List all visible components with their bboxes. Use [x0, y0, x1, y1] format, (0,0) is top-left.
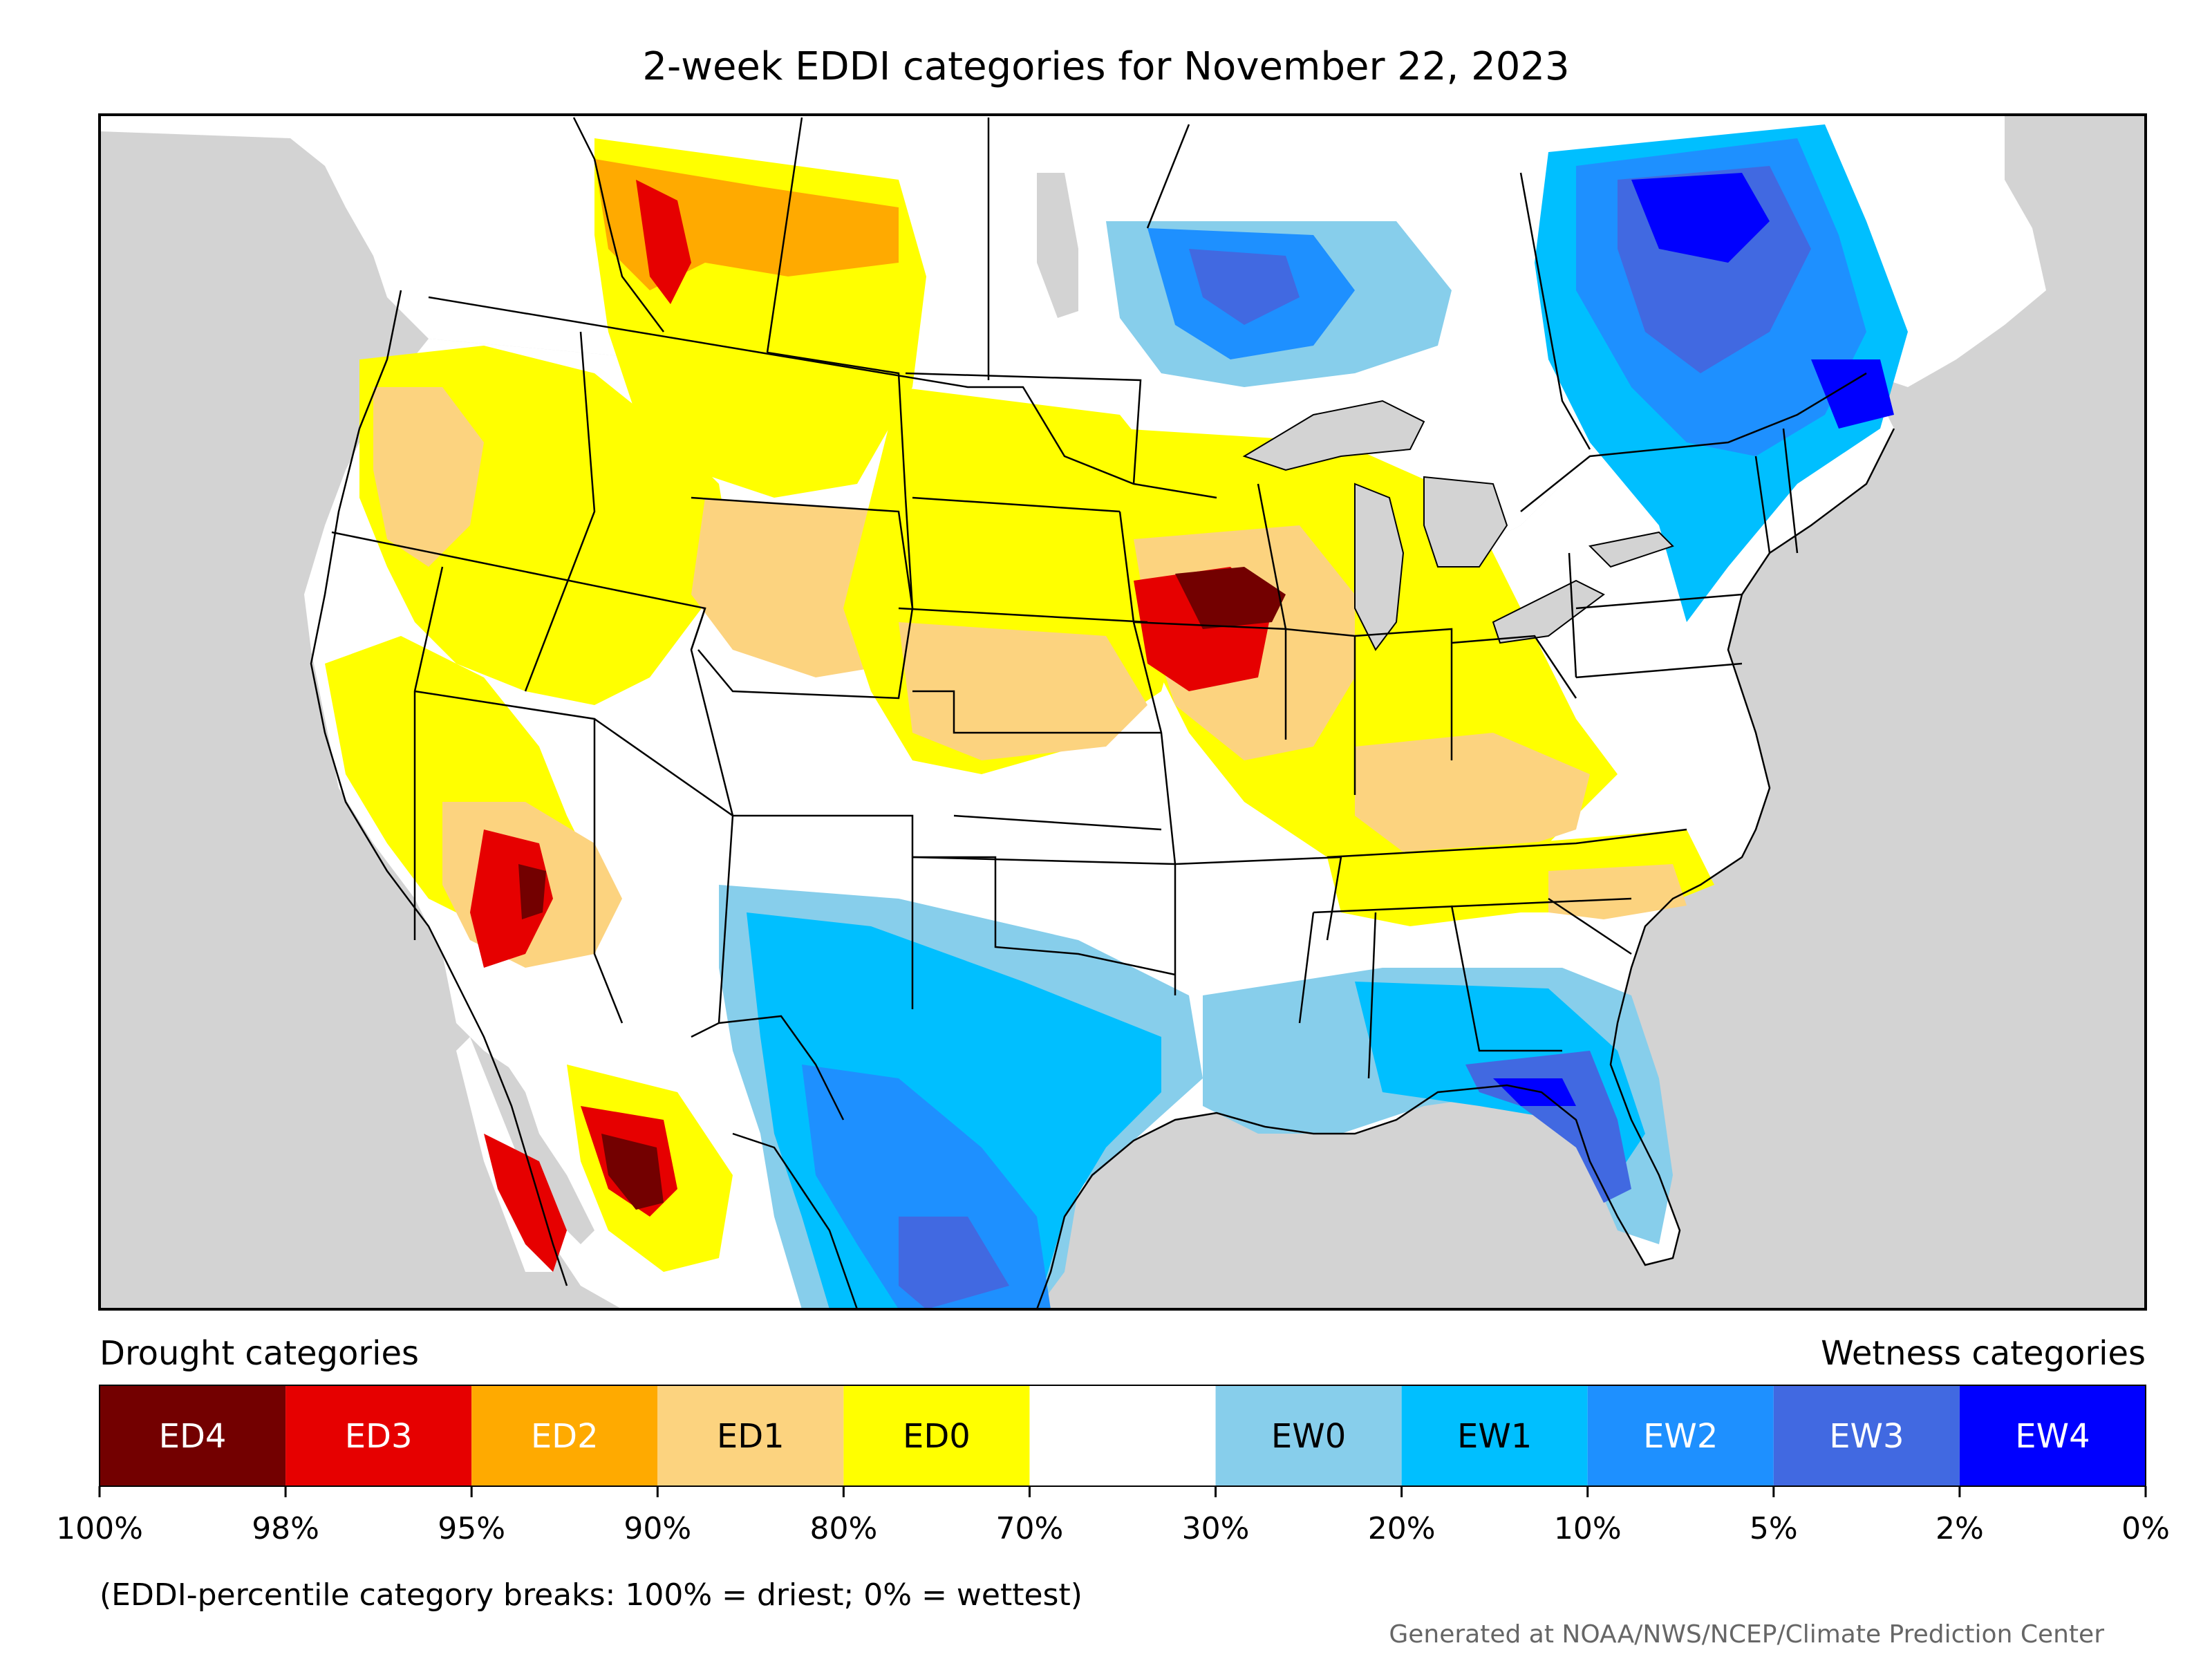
drought-categories-heading: Drought categories	[100, 1334, 419, 1373]
colorbar-break-label: 100%	[56, 1511, 143, 1546]
colorbar-swatch-ed4	[100, 1385, 286, 1486]
patch-ed4-colorado-river	[518, 864, 546, 919]
wetness-categories-heading: Wetness categories	[1821, 1334, 2146, 1373]
colorbar-label-ew0: EW0	[1271, 1417, 1346, 1456]
colorbar-swatch-ew3	[1773, 1385, 1960, 1486]
colorbar-swatch-ed3	[285, 1385, 472, 1486]
colorbar-label-ew4: EW4	[2015, 1417, 2090, 1456]
colorbar-swatch-ed0	[843, 1385, 1030, 1486]
colorbar-break-label: 80%	[809, 1511, 877, 1546]
colorbar: ED4 ED3 ED2 ED1 ED0 EW0 EW1 EW2 EW3 EW4 100% 98% 95%…	[56, 1385, 2170, 1546]
colorbar-break-label: 95%	[438, 1511, 505, 1546]
colorbar-break-label: 2%	[1936, 1511, 1984, 1546]
patch-ew3-texas	[899, 1217, 1009, 1309]
lake-ontario	[1588, 531, 1674, 568]
patch-ed4-iowa	[1175, 567, 1286, 629]
colorbar-label-ed0: ED0	[903, 1417, 971, 1456]
patch-ed1-nebraska	[899, 622, 1147, 760]
colorbar-swatch-ew4	[1959, 1385, 2146, 1486]
credit-line: Generated at NOAA/NWS/NCEP/Climate Predi…	[1389, 1620, 2104, 1649]
colorbar-label-ew1: EW1	[1457, 1417, 1532, 1456]
colorbar-break-label: 0%	[2121, 1511, 2170, 1546]
colorbar-swatch-neutral	[1029, 1385, 1216, 1486]
map-title: 2-week EDDI categories for November 22, …	[642, 44, 1570, 89]
colorbar-break-label: 5%	[1750, 1511, 1798, 1546]
lake-michigan	[1354, 482, 1405, 651]
lake-huron	[1423, 476, 1508, 568]
colorbar-label-ed1: ED1	[717, 1417, 785, 1456]
colorbar-frame	[99, 1385, 2146, 1487]
colorbar-break-label: 70%	[996, 1511, 1064, 1546]
patch-ew2-texas	[802, 1065, 1051, 1309]
colorbar-label-ed2: ED2	[531, 1417, 599, 1456]
patch-ew4-maine	[1811, 359, 1894, 429]
patch-ed3-socal	[470, 830, 553, 968]
patch-ew4-florida	[1493, 1078, 1576, 1106]
colorbar-label-ed4: ED4	[159, 1417, 227, 1456]
colorbar-break-label: 90%	[624, 1511, 691, 1546]
patch-ed1-ohio-valley	[1355, 733, 1590, 857]
colorbar-swatch-ed1	[657, 1385, 844, 1486]
colorbar-break-label: 20%	[1368, 1511, 1436, 1546]
colorbar-swatch-ew1	[1401, 1385, 1588, 1486]
patch-ed4-mexico	[601, 1134, 664, 1210]
patch-ew4-quebec	[1631, 173, 1770, 263]
lake-winnipeg	[1037, 173, 1078, 318]
map-frame	[98, 113, 2147, 1311]
colorbar-label-ew2: EW2	[1643, 1417, 1718, 1456]
colorbar-break-label: 98%	[252, 1511, 319, 1546]
patch-ew3-ontario	[1189, 249, 1300, 325]
colorbar-swatch-ew0	[1215, 1385, 1402, 1486]
patch-ed3-alberta	[636, 180, 691, 304]
colorbar-break-label: 30%	[1182, 1511, 1250, 1546]
colorbar-swatch-ed2	[471, 1385, 658, 1486]
colorbar-label-ew3: EW3	[1829, 1417, 1904, 1456]
patch-ed1-carolina	[1548, 864, 1687, 919]
colorbar-break-label: 10%	[1554, 1511, 1622, 1546]
borders	[331, 117, 1867, 1121]
coastline	[310, 290, 1895, 1309]
colorbar-label-ed3: ED3	[345, 1417, 413, 1456]
lake-superior	[1242, 400, 1425, 471]
patch-ed3-baja	[484, 1134, 567, 1272]
footnote: (EDDI-percentile category breaks: 100% =…	[100, 1577, 1082, 1613]
colorbar-swatch-ew2	[1587, 1385, 1774, 1486]
patch-ed1-west	[373, 387, 484, 567]
